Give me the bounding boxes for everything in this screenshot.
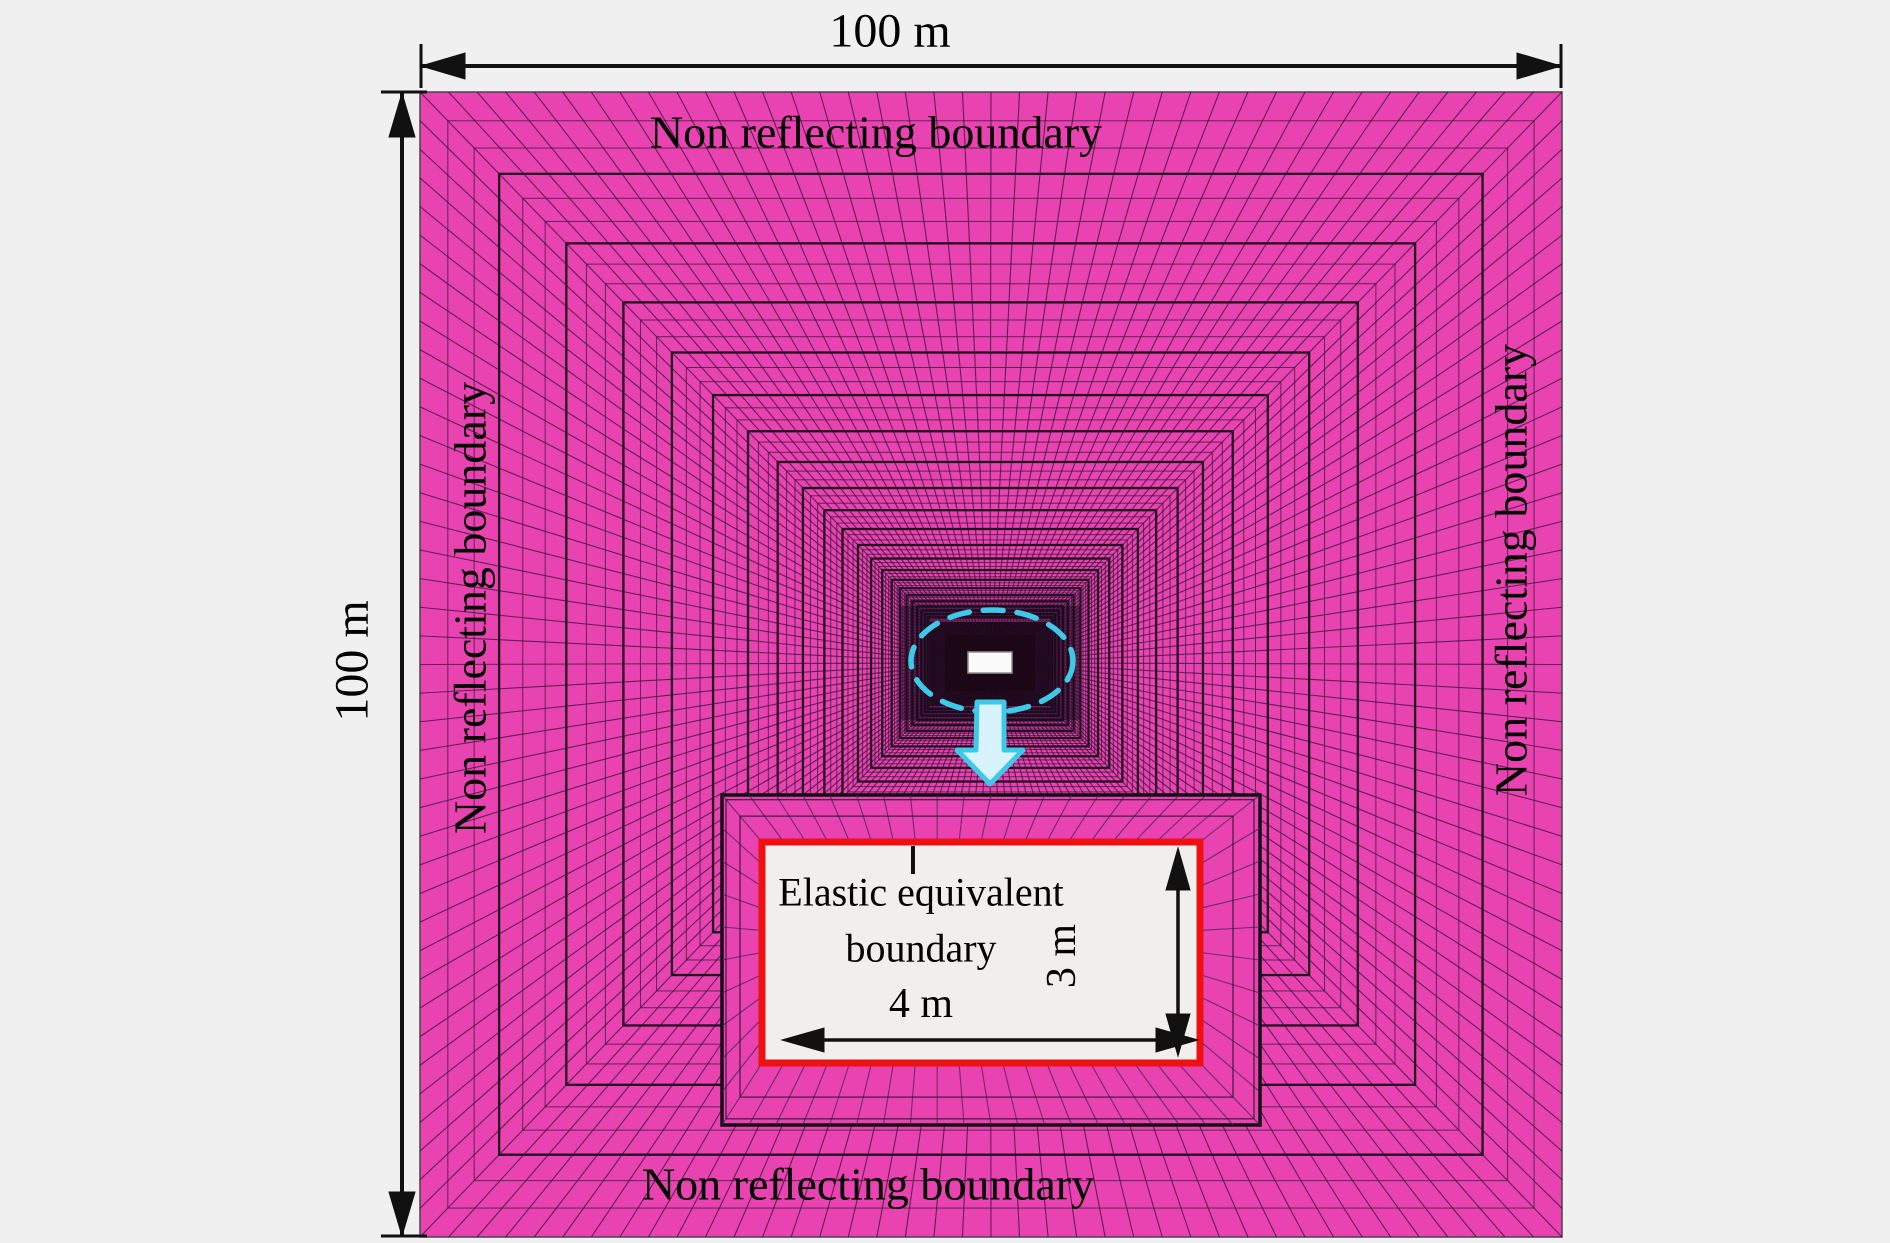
inset-width-value: 4 m xyxy=(889,981,954,1027)
inset-label-line1: Elastic equivalent xyxy=(778,870,1063,915)
arrowhead-down-icon xyxy=(1165,1013,1191,1058)
inset-fan-lines xyxy=(721,794,1261,1126)
arrowhead-left-icon xyxy=(419,52,466,80)
elastic-equivalent-boundary-rect xyxy=(758,838,1204,1067)
boundary-label-left: Non reflecting boundary xyxy=(445,382,496,834)
height-dimension-value: 100 m xyxy=(326,600,379,721)
inset-height-value: 3 m xyxy=(1039,924,1085,989)
width-dimension: 100 m xyxy=(419,5,1563,88)
height-dimension: 100 m xyxy=(326,90,427,1238)
arrowhead-right-icon xyxy=(1516,52,1563,80)
inset-ring-lines xyxy=(725,799,1255,1120)
arrowhead-up-icon xyxy=(388,91,416,138)
boundary-label-top: Non reflecting boundary xyxy=(650,107,1102,158)
cavity-rect xyxy=(967,651,1013,674)
width-dimension-value: 100 m xyxy=(829,5,950,58)
boundary-label-right: Non reflecting boundary xyxy=(1486,344,1537,796)
boundary-label-bottom: Non reflecting boundary xyxy=(642,1159,1094,1210)
inset-height-dimension xyxy=(1165,846,1191,1058)
inset-label-line2: boundary xyxy=(845,926,996,971)
arrowhead-down-icon xyxy=(388,1191,416,1238)
zoom-arrow-icon xyxy=(954,699,1026,787)
arrowhead-left-icon xyxy=(780,1027,825,1053)
inset-zoom-view: Elastic equivalent boundary 4 m 3 m xyxy=(720,793,1262,1127)
arrowhead-up-icon xyxy=(1165,846,1191,891)
